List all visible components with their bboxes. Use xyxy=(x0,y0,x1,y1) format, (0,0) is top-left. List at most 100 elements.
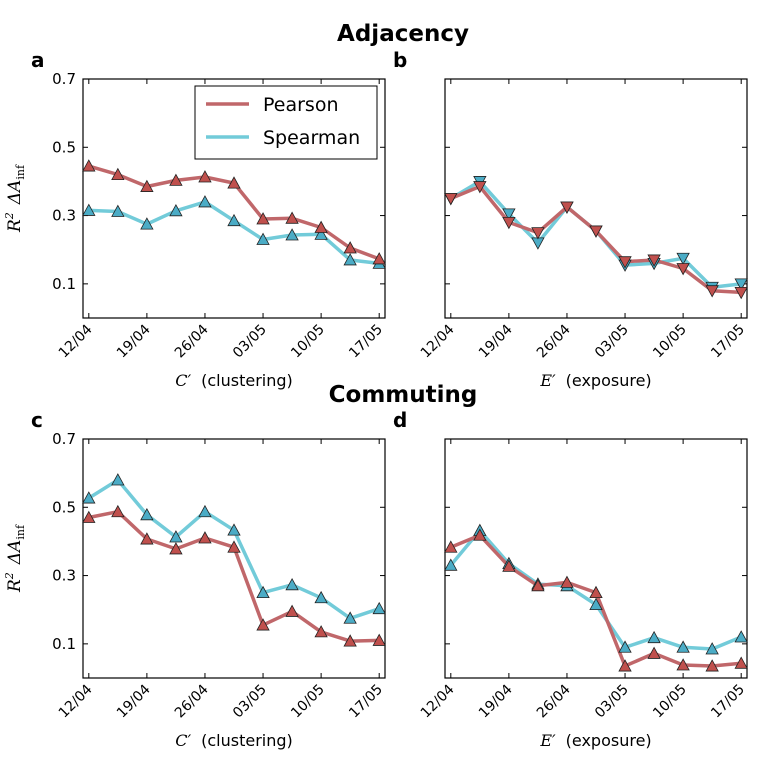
panel-c-marker-pearson xyxy=(256,618,270,631)
legend-pearson-label: Pearson xyxy=(263,94,339,116)
panel-b-xtick-label: 03/05 xyxy=(592,322,632,362)
panel-c-letter: c xyxy=(31,408,43,432)
panel-c-marker-pearson xyxy=(372,633,386,646)
panel-a-marker-pearson xyxy=(256,212,270,225)
panel-a-marker-spearman xyxy=(343,253,357,266)
panel-c-marker-spearman xyxy=(256,585,270,599)
panel-b-xtick-label: 10/05 xyxy=(650,322,690,362)
panel-d-marker-pearson xyxy=(676,658,690,671)
panel-a-ytick-label: 0.3 xyxy=(52,207,76,225)
panel-c-marker-spearman xyxy=(372,601,386,615)
panel-a-ylabel: R2ΔAinf xyxy=(3,164,27,233)
panel-b-marker-pearson xyxy=(647,254,661,267)
panel-b-letter: b xyxy=(393,48,407,72)
panel-c-marker-spearman xyxy=(343,611,357,624)
panel-c-xtick-label: 12/04 xyxy=(56,681,96,721)
panel-c: c 0.1 0.3 0.5 0.7 12/04 19/04 26/04 03/05 10/05 17… xyxy=(3,408,386,750)
panel-d-marker-pearson xyxy=(473,528,487,541)
panel-b-marker-pearson xyxy=(473,181,487,194)
panel-c-marker-pearson xyxy=(82,510,96,523)
panel-a-marker-spearman xyxy=(285,228,299,241)
panel-b-xtick-label: 12/04 xyxy=(418,321,458,361)
panel-a-marker-pearson xyxy=(227,176,241,189)
panel-c-marker-pearson xyxy=(198,531,212,544)
panel-d-marker-spearman xyxy=(444,558,458,571)
panel-a-xtick-label: 12/04 xyxy=(56,321,96,361)
panel-d-xtick-label: 10/05 xyxy=(650,682,690,722)
panel-a-ytick-label: 0.5 xyxy=(52,138,76,156)
panel-a-xtick-label: 17/05 xyxy=(346,322,386,362)
panel-b-marker-pearson xyxy=(676,263,690,276)
panel-d-xtick-label: 26/04 xyxy=(534,681,574,721)
title-adjacency: Adjacency xyxy=(337,21,469,47)
panel-a-marker-spearman xyxy=(314,227,328,240)
panel-d-marker-pearson xyxy=(734,656,748,669)
panel-a-marker-pearson xyxy=(314,220,328,233)
panel-d-xtick-label: 03/05 xyxy=(592,682,632,722)
panel-c-marker-spearman xyxy=(169,530,183,543)
panel-a-marker-pearson xyxy=(169,173,183,186)
panel-c-xtick-label: 26/04 xyxy=(172,681,212,721)
panel-c-marker-spearman xyxy=(285,577,299,591)
panel-c-marker-spearman xyxy=(314,590,328,604)
panel-a-marker-pearson xyxy=(82,159,96,172)
panel-b-xtick-label: 19/04 xyxy=(476,321,516,361)
panel-b-xlabel: E′ (exposure) xyxy=(539,371,651,390)
panel-c-marker-spearman xyxy=(227,523,241,536)
panel-a-xtick-label: 03/05 xyxy=(230,322,270,362)
panel-c-xtick-label: 19/04 xyxy=(114,681,154,721)
panel-d-marker-spearman xyxy=(705,642,719,655)
panel-b: b 12/04 19/04 26/04 03/05 10/05 17/05 E′ (exposu… xyxy=(393,48,748,390)
panel-d-marker-spearman xyxy=(647,630,661,644)
panel-c-marker-spearman xyxy=(111,473,125,486)
panel-a-marker-pearson xyxy=(285,211,299,224)
panel-b-axes-frame xyxy=(444,78,748,319)
panel-a-marker-spearman xyxy=(82,203,96,216)
panel-a-marker-pearson xyxy=(343,241,357,254)
panel-b-marker-pearson xyxy=(444,193,458,206)
panel-b-marker-spearman xyxy=(531,237,545,250)
panel-c-marker-pearson xyxy=(285,604,299,617)
panel-a-xlabel: C′ (clustering) xyxy=(175,371,293,390)
panel-c-marker-pearson xyxy=(227,540,241,553)
panel-a-line-spearman xyxy=(88,200,380,266)
panel-c-ytick-label: 0.3 xyxy=(52,567,76,585)
panel-d-letter: d xyxy=(393,408,407,432)
panel-a-ytick-label: 0.1 xyxy=(52,275,76,293)
panel-b-marker-pearson xyxy=(705,285,719,298)
panel-c-marker-pearson xyxy=(111,504,125,518)
panel-a-marker-spearman xyxy=(227,213,241,227)
panel-b-xtick-label: 26/04 xyxy=(534,321,574,361)
panel-d-marker-pearson xyxy=(560,575,574,588)
panel-a-letter: a xyxy=(31,48,45,72)
panel-b-line-pearson xyxy=(450,184,742,295)
panel-d-marker-spearman xyxy=(618,640,632,653)
panel-d-marker-pearson xyxy=(531,578,545,592)
panel-a-ytick-label: 0.7 xyxy=(52,70,76,88)
panel-c-ylabel: R2ΔAinf xyxy=(3,524,27,593)
panel-b-marker-spearman xyxy=(676,252,690,266)
panel-d-marker-pearson xyxy=(618,659,632,672)
panel-c-xtick-label: 10/05 xyxy=(288,682,328,722)
panel-c-marker-pearson xyxy=(140,532,154,545)
panel-c-ytick-label: 0.7 xyxy=(52,430,76,448)
panel-c-xtick-label: 17/05 xyxy=(346,682,386,722)
panel-b-marker-pearson xyxy=(502,216,516,230)
panel-c-marker-pearson xyxy=(314,625,328,638)
panel-a-marker-pearson xyxy=(140,179,154,192)
panel-b-marker-pearson xyxy=(560,201,574,214)
panel-d-marker-spearman xyxy=(734,630,748,643)
panel-d-xtick-label: 19/04 xyxy=(476,681,516,721)
panel-c-marker-spearman xyxy=(82,491,96,504)
panel-c-xtick-label: 03/05 xyxy=(230,682,270,722)
panel-b-marker-pearson xyxy=(589,225,603,238)
panel-a-marker-spearman xyxy=(169,203,183,217)
panel-d-xlabel: E′ (exposure) xyxy=(539,731,651,750)
panel-a-marker-spearman xyxy=(198,195,212,208)
panel-c-xlabel: C′ (clustering) xyxy=(175,731,293,750)
panel-b-marker-spearman xyxy=(734,278,748,291)
panel-d-xtick-label: 12/04 xyxy=(418,681,458,721)
panel-a-xtick-label: 19/04 xyxy=(114,321,154,361)
panel-d-marker-spearman xyxy=(589,597,603,610)
panel-b-marker-pearson xyxy=(531,227,545,240)
